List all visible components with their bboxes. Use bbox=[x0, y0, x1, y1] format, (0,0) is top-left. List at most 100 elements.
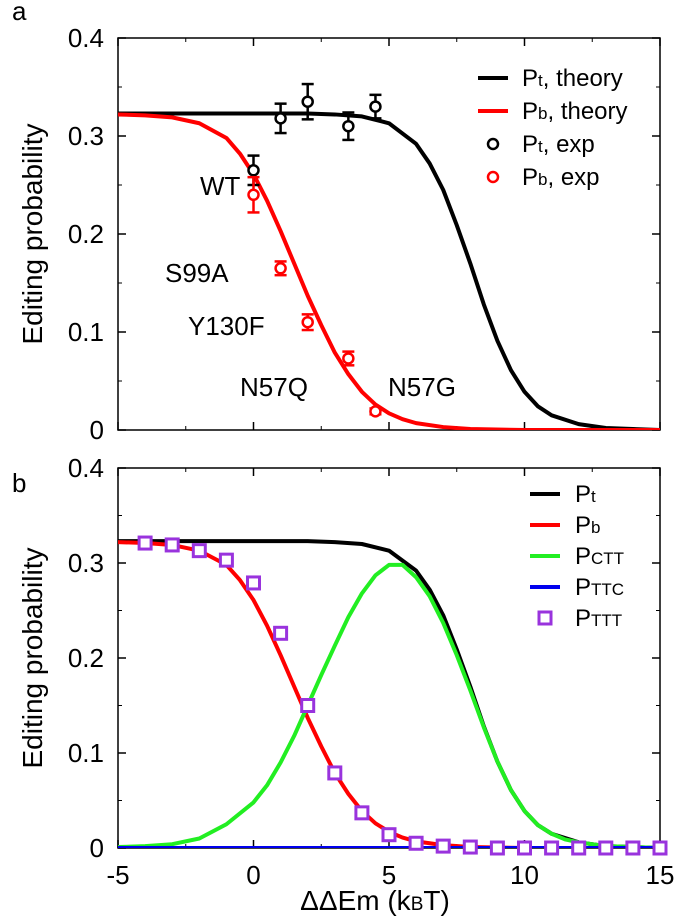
legend-pttc-main: P bbox=[575, 574, 591, 601]
legend-pctt-label: PCTT bbox=[575, 543, 624, 570]
panel-a: 0 0.1 0.2 0.3 0.4 Editing probability a WT S99A Y… bbox=[12, 0, 661, 445]
series-pt-exp-point bbox=[274, 112, 287, 125]
legend-pb-exp-suffix: , exp bbox=[547, 164, 599, 191]
y-tick-label: 0.4 bbox=[68, 453, 104, 483]
legend-pb-exp-main: P bbox=[522, 164, 538, 191]
series-pb-line bbox=[118, 540, 660, 848]
legend-pb-sub: b bbox=[591, 518, 600, 537]
annotation-label: N57G bbox=[388, 372, 456, 402]
panel-letter: b bbox=[12, 468, 26, 498]
legend-pttt-swatch bbox=[537, 610, 553, 626]
legend-pttc-sub: TTC bbox=[591, 580, 624, 599]
series-pttt-point bbox=[327, 765, 343, 781]
legend-pt-theory-sub: t bbox=[538, 71, 543, 90]
legend-pt-theory-label: Pt, theory bbox=[522, 65, 623, 92]
series-pttt-point bbox=[164, 537, 180, 553]
legend-pb-theory-sub: b bbox=[538, 104, 547, 123]
series-pb-exp-point bbox=[369, 405, 382, 418]
series-pttt-point bbox=[571, 840, 587, 856]
legend-pt-exp-suffix: , exp bbox=[543, 131, 595, 158]
legend-pttc-label: PTTC bbox=[575, 574, 624, 601]
series-pctt-line bbox=[118, 562, 660, 848]
y-tick-label: 0.2 bbox=[68, 643, 104, 673]
x-axis-label-main: ΔΔEm (k bbox=[300, 885, 412, 916]
y-tick-label: 0.1 bbox=[68, 738, 104, 768]
annotation-label: S99A bbox=[165, 258, 229, 288]
legend-pt-main: P bbox=[575, 481, 591, 508]
legend-pb-exp-sub: b bbox=[538, 170, 547, 189]
series-pt-exp-point bbox=[247, 164, 260, 177]
series-pttt-point bbox=[273, 625, 289, 641]
legend-pttt-main: P bbox=[575, 605, 591, 632]
series-pttt-point bbox=[246, 575, 261, 591]
legend-pt-sub: t bbox=[591, 487, 596, 506]
series-pttt-point bbox=[381, 827, 397, 843]
series-pttt-point bbox=[462, 839, 478, 855]
x-tick-label: 0 bbox=[246, 860, 260, 890]
x-axis-label: ΔΔEm (kBT) bbox=[300, 885, 450, 916]
legend-pb-theory-main: P bbox=[522, 98, 538, 125]
series-pttt-point bbox=[652, 840, 668, 856]
series-pb-theory-line bbox=[118, 112, 660, 430]
x-axis-label-sub: B bbox=[411, 894, 424, 915]
legend-pb-label: Pb bbox=[575, 512, 600, 539]
x-tick-label: 10 bbox=[510, 860, 539, 890]
y-tick-label: 0 bbox=[90, 415, 104, 445]
series-pttt-point bbox=[354, 805, 370, 821]
legend-pttt-sub: TTT bbox=[591, 611, 622, 630]
series-pb-exp-point bbox=[274, 262, 287, 275]
legend-pb-exp-swatch bbox=[486, 170, 500, 184]
annotation-label: N57Q bbox=[240, 372, 308, 402]
legend-pctt-sub: CTT bbox=[591, 549, 624, 568]
series-pt-theory-line bbox=[118, 111, 660, 430]
series-pb-exp-point bbox=[301, 315, 314, 329]
series-pttt-point bbox=[625, 840, 641, 856]
legend-pb-theory-suffix: , theory bbox=[547, 98, 627, 125]
series-pt-exp-point bbox=[342, 119, 355, 133]
series-pttt-point bbox=[435, 838, 451, 854]
series-pttt-point bbox=[191, 543, 207, 559]
legend-pt-exp-swatch bbox=[486, 137, 500, 151]
series-pttt-point bbox=[598, 840, 614, 856]
y-tick-label: 0.1 bbox=[68, 317, 104, 347]
series-pttt-point bbox=[544, 840, 560, 856]
plot-area bbox=[118, 539, 660, 848]
annotation-label: WT bbox=[200, 171, 241, 201]
legend-pt-exp-label: Pt, exp bbox=[522, 131, 595, 158]
legend-pb-main: P bbox=[575, 512, 591, 539]
y-axis-label: Editing probability bbox=[17, 123, 48, 344]
x-tick-label: 15 bbox=[646, 860, 675, 890]
legend-pttt-label: PTTT bbox=[575, 605, 622, 632]
y-tick-label: 0.3 bbox=[68, 121, 104, 151]
legend-pctt-main: P bbox=[575, 543, 591, 570]
legend-pt-exp-main: P bbox=[522, 131, 538, 158]
y-tick-label: 0.4 bbox=[68, 23, 104, 53]
series-pttt-point bbox=[300, 698, 316, 713]
series-pttt-point bbox=[517, 840, 532, 856]
legend-pt-label: Pt bbox=[575, 481, 596, 508]
series-pttt-point bbox=[408, 835, 424, 851]
legend-pt-exp-sub: t bbox=[538, 137, 543, 156]
series-pttt-point bbox=[489, 840, 505, 856]
series-pttt-point bbox=[137, 535, 153, 551]
x-tick-label: 5 bbox=[382, 860, 396, 890]
plot-area bbox=[118, 111, 660, 430]
legend-pb-exp-label: Pb, exp bbox=[522, 164, 600, 191]
y-tick-label: 0.3 bbox=[68, 548, 104, 578]
x-tick-label: -5 bbox=[106, 860, 129, 890]
legend-pt-theory-main: P bbox=[522, 65, 538, 92]
x-axis-label-tail: T) bbox=[423, 885, 449, 916]
annotation-label: Y130F bbox=[188, 311, 265, 341]
y-tick-label: 0 bbox=[90, 833, 104, 863]
y-axis-label: Editing probability bbox=[17, 547, 48, 768]
y-tick-label: 0.2 bbox=[68, 219, 104, 249]
legend-pt-theory-suffix: , theory bbox=[543, 65, 623, 92]
series-pb-exp-point bbox=[247, 188, 260, 202]
series-pt-exp-point bbox=[301, 95, 314, 108]
series-pb-exp-point bbox=[342, 352, 355, 365]
series-pttt-point bbox=[218, 552, 234, 568]
panel-letter: a bbox=[12, 0, 27, 26]
series-pt-exp-point bbox=[369, 100, 382, 113]
